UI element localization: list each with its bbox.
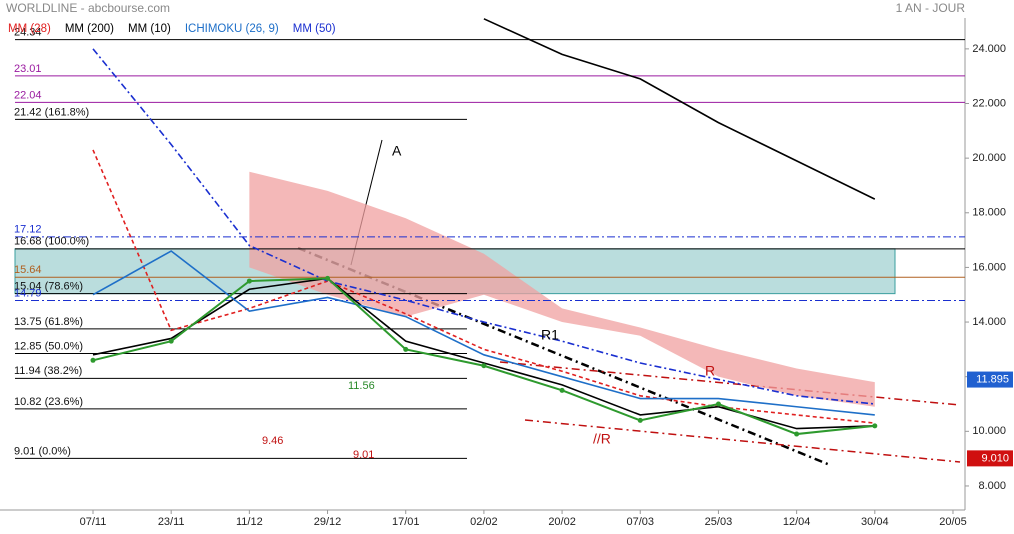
price-point [90, 357, 96, 363]
price-point [872, 423, 878, 429]
legend-entry: MM (28) [8, 23, 51, 35]
trend-line [499, 361, 961, 406]
ichimoku-cloud [249, 171, 875, 407]
level-label: 9.01 (0.0%) [14, 445, 71, 457]
x-tick-label: 23/11 [158, 516, 185, 528]
x-tick-label: 11/12 [236, 516, 263, 528]
level-label: 13.75 (61.8%) [14, 316, 83, 328]
x-tick-label: 02/02 [470, 516, 498, 528]
x-tick-label: 07/03 [626, 516, 654, 528]
series-line [92, 250, 875, 416]
level-label: 11.94 (38.2%) [14, 365, 82, 377]
annotation: R [705, 363, 715, 379]
level-label: 16.68 (100.0%) [14, 236, 89, 248]
y-tick-label: 22.000 [972, 97, 1006, 109]
y-tick-label: 18.000 [972, 207, 1006, 219]
price-box-label: 9.010 [981, 452, 1009, 464]
level-label: 21.42 (161.8%) [14, 106, 89, 118]
legend-entry: MM (10) [128, 23, 171, 35]
annotation: R1 [541, 327, 559, 343]
legend-entry: MM (50) [293, 23, 336, 35]
level-label: 10.82 (23.6%) [14, 396, 83, 408]
level-label: 22.04 [14, 89, 42, 101]
x-tick-label: 20/02 [548, 516, 576, 528]
x-tick-label: 17/01 [392, 516, 420, 528]
x-tick-label: 30/04 [861, 516, 889, 528]
price-point [403, 346, 409, 352]
series-line [483, 18, 876, 200]
y-tick-label: 16.000 [972, 261, 1006, 273]
price-point [559, 387, 565, 393]
chart-title: WORLDLINE - abcbourse.com [6, 1, 170, 15]
legend-entry: ICHIMOKU (26, 9) [185, 23, 279, 35]
price-point [794, 431, 800, 437]
level-label: 17.12 [14, 224, 42, 236]
price-point [325, 275, 331, 281]
price-point [168, 338, 174, 344]
trend-line [524, 419, 961, 463]
series-line [92, 149, 875, 424]
x-tick-label: 25/03 [705, 516, 733, 528]
x-tick-label: 07/11 [80, 516, 107, 528]
annotation: 9.46 [262, 435, 283, 447]
legend-entry: MM (200) [65, 23, 114, 35]
price-point [715, 401, 721, 407]
y-tick-label: 24.000 [972, 43, 1006, 55]
annotation: A [392, 143, 402, 159]
price-point [481, 363, 487, 369]
period: 1 AN - JOUR [896, 1, 966, 15]
annotation: 9.01 [353, 449, 374, 461]
price-box [967, 450, 1013, 467]
level-label: 12.85 (50.0%) [14, 340, 83, 352]
price-point [637, 417, 643, 423]
level-label: 24.34 [14, 26, 42, 38]
series-line [92, 48, 875, 405]
level-label: 23.01 [14, 63, 42, 75]
annotation: 11.56 [348, 380, 375, 392]
x-tick-label: 20/05 [939, 516, 967, 528]
price-box [967, 371, 1013, 388]
level-label: 15.04 (78.6%) [14, 281, 83, 293]
y-tick-label: 8.000 [978, 480, 1006, 492]
price-box-label: 11.895 [976, 373, 1009, 385]
price-point [246, 278, 252, 284]
x-tick-label: 29/12 [314, 516, 342, 528]
y-tick-label: 14.000 [972, 316, 1006, 328]
annotation: //R [593, 431, 611, 447]
x-tick-label: 12/04 [783, 516, 811, 528]
level-label: 14.79 [14, 287, 42, 299]
y-tick-label: 10.000 [972, 425, 1006, 437]
y-tick-label: 20.000 [972, 152, 1006, 164]
level-label: 15.64 [14, 264, 42, 276]
